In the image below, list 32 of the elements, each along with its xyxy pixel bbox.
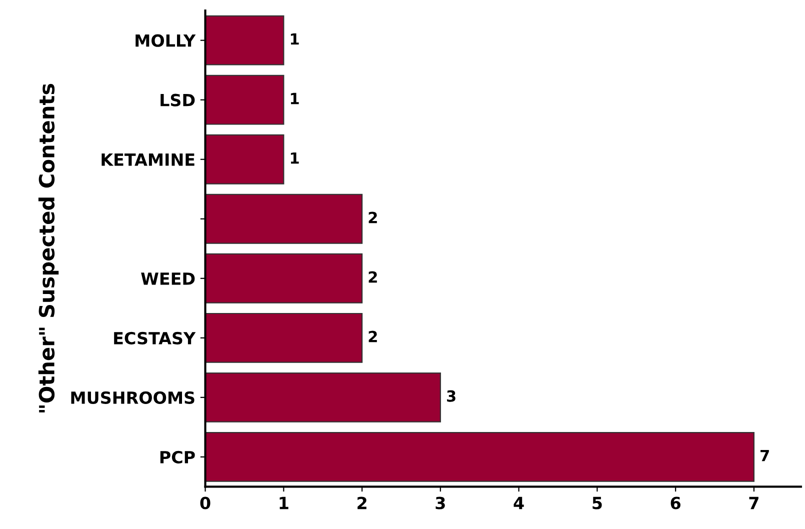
x-tick-label: 0 — [200, 496, 210, 510]
bar — [205, 372, 441, 422]
bar — [205, 194, 363, 244]
data-label: 1 — [290, 33, 299, 45]
bar — [205, 74, 284, 125]
y-tick-label: ECSTASY — [114, 332, 196, 344]
x-tick-label: 4 — [514, 496, 524, 510]
y-tick-label: KETAMINE — [102, 154, 194, 166]
x-tick-label: 1 — [280, 496, 288, 510]
x-tick-label: 6 — [670, 496, 680, 510]
bar — [205, 134, 284, 184]
data-label: 7 — [760, 450, 769, 462]
data-label: 1 — [290, 92, 299, 104]
x-tick-label: 7 — [749, 496, 758, 510]
bar — [205, 432, 754, 482]
y-axis-title: "Other" Suspected Contents — [38, 84, 59, 412]
data-label: 2 — [368, 330, 377, 342]
data-label: 2 — [368, 212, 377, 224]
y-tick-label: WEED — [141, 272, 195, 285]
y-tick-label: LSD — [160, 94, 195, 106]
data-label: 2 — [368, 271, 377, 283]
data-label: 1 — [290, 152, 299, 164]
x-tick-label: 5 — [592, 496, 602, 510]
bar — [205, 312, 363, 363]
data-label: 3 — [446, 390, 456, 402]
x-tick-label: 2 — [358, 496, 366, 510]
y-tick-label: PCP — [160, 450, 195, 464]
x-tick-label: 3 — [436, 496, 445, 510]
bar — [205, 253, 363, 304]
y-tick-label: MUSHROOMS — [71, 391, 194, 404]
bar — [205, 15, 284, 66]
y-tick-label: MOLLY — [136, 34, 196, 47]
